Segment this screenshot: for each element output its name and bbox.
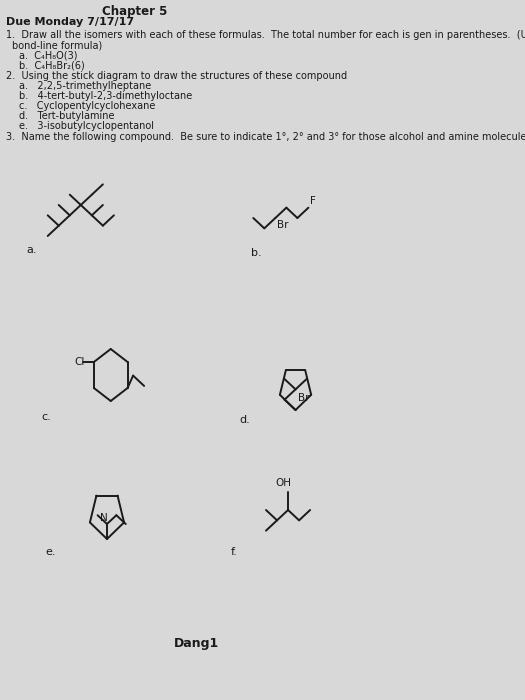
Text: b.  C₄H₈Br₂(6): b. C₄H₈Br₂(6) xyxy=(19,60,85,70)
Text: bond-line formula): bond-line formula) xyxy=(12,40,102,50)
Text: Br: Br xyxy=(298,393,309,403)
Text: c.: c. xyxy=(41,412,51,422)
Text: e.   3-isobutylcyclopentanol: e. 3-isobutylcyclopentanol xyxy=(19,121,154,131)
Text: d.   Tert-butylamine: d. Tert-butylamine xyxy=(19,111,115,121)
Text: 3.  Name the following compound.  Be sure to indicate 1°, 2° and 3° for those al: 3. Name the following compound. Be sure … xyxy=(6,132,525,142)
Text: 2.  Using the stick diagram to draw the structures of these compound: 2. Using the stick diagram to draw the s… xyxy=(6,71,347,81)
Text: N: N xyxy=(100,513,108,523)
Text: a.: a. xyxy=(26,245,37,255)
Text: c.   Cyclopentylcyclohexane: c. Cyclopentylcyclohexane xyxy=(19,101,156,111)
Text: b.   4-tert-butyl-2,3-dimethyloctane: b. 4-tert-butyl-2,3-dimethyloctane xyxy=(19,91,193,101)
Text: a.  C₄H₈O(3): a. C₄H₈O(3) xyxy=(19,50,78,60)
Text: e.: e. xyxy=(45,547,56,557)
Text: Br: Br xyxy=(277,220,288,230)
Text: 1.  Draw all the isomers with each of these formulas.  The total number for each: 1. Draw all the isomers with each of the… xyxy=(6,30,525,40)
Text: f.: f. xyxy=(230,547,237,557)
Text: d.: d. xyxy=(239,415,250,425)
Text: OH: OH xyxy=(276,478,291,488)
Text: Due Monday 7/17/17: Due Monday 7/17/17 xyxy=(6,17,134,27)
Text: Cl: Cl xyxy=(75,357,85,367)
Text: F: F xyxy=(310,196,316,206)
Text: a.   2,2,5-trimethylheptane: a. 2,2,5-trimethylheptane xyxy=(19,81,152,91)
Text: b.: b. xyxy=(250,248,261,258)
Text: Dang1: Dang1 xyxy=(173,637,218,650)
Text: Chapter 5: Chapter 5 xyxy=(102,5,167,18)
